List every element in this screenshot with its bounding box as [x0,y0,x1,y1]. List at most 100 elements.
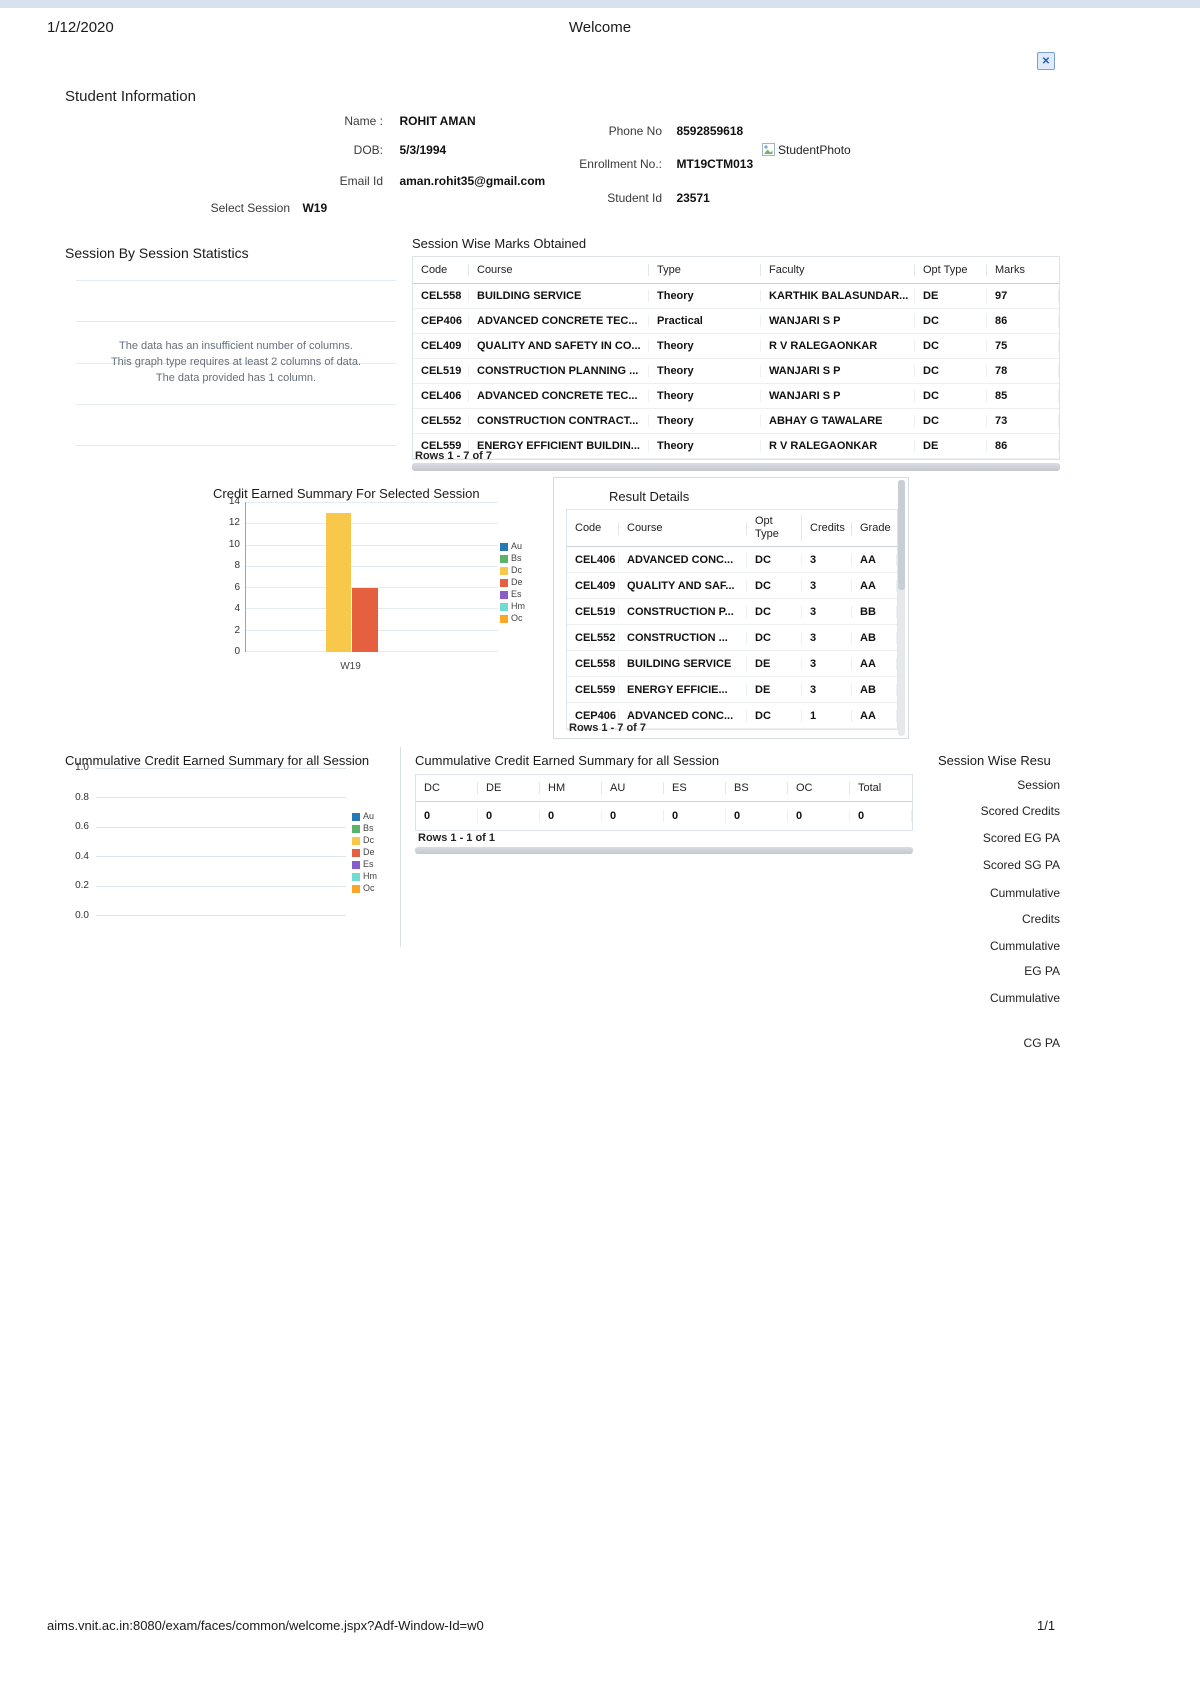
session-result-label: Scored SG PA [982,858,1060,872]
table-cell: CEL519 [567,605,619,618]
column-header: ES [664,782,726,794]
table-cell: 0 [602,810,664,822]
column-header: DE [478,782,540,794]
column-header: Total [858,782,882,794]
y-tick: 0.0 [75,909,89,921]
student-photo-placeholder: StudentPhoto [762,143,851,157]
close-button[interactable]: ✕ [1037,52,1055,70]
gridlines [76,280,396,446]
select-session-label: Select Session [210,201,290,215]
scrollbar-thumb [898,480,905,590]
legend-label: Oc [363,883,375,893]
table-cell: CEL519 [413,365,469,377]
table-cell: 0 [416,810,478,822]
gridline [76,280,396,281]
session-result-label: Credits [1021,912,1060,926]
legend-label: De [363,847,375,857]
legend-label: Es [511,589,522,599]
y-tick: 0.2 [75,880,89,892]
chart-error-line: The data provided has 1 column. [155,372,317,384]
legend-label: De [511,577,523,587]
gridline [96,768,346,769]
table-cell: DC [915,365,987,377]
table-row: CEL409 QUALITY AND SAF... DC 3 AA [567,573,897,599]
table-cell: 0 [850,810,912,822]
legend-label: Hm [363,871,377,881]
legend-item: Oc [500,614,525,623]
session-result-label: Session [1017,778,1060,792]
horizontal-scrollbar[interactable] [412,463,1060,471]
table-row: CEL406 ADVANCED CONCRETE TEC... Theory W… [413,384,1059,409]
email-value: aman.rohit35@gmail.com [399,174,546,188]
footer-page-number: 1/1 [1037,1618,1056,1633]
table-cell: CEL558 [413,290,469,302]
table-cell: AA [852,553,897,566]
cumulative-chart: 1.0 0.8 0.6 0.4 0.2 0.0 [63,763,346,921]
plot [245,502,498,652]
y-tick: 6 [234,581,240,593]
legend-item: Bs [352,824,377,833]
table-cell: AA [852,657,897,670]
session-result-label: CG PA [1023,1036,1060,1050]
table-cell: 0 [540,810,602,822]
dob-value: 5/3/1994 [399,143,447,157]
table-cell: 3 [802,579,852,592]
table-row: CEP406 ADVANCED CONCRETE TEC... Practica… [413,309,1059,334]
cumulative-table-row-count: Rows 1 - 1 of 1 [418,832,496,844]
email-label: Email Id [339,174,383,188]
column-header: AU [602,782,664,794]
email-row: Email Id aman.rohit35@gmail.com [213,172,546,190]
table-cell: ADVANCED CONCRETE TEC... [469,315,649,327]
phone-label: Phone No [608,124,662,138]
legend-label: Hm [511,601,525,611]
table-cell: ABHAY G TAWALARE [761,415,915,427]
table-cell: Practical [649,315,761,327]
dob-row: DOB: 5/3/1994 [213,141,447,159]
table-cell: BUILDING SERVICE [619,657,747,670]
table-cell: 3 [802,683,852,696]
legend-label: Es [363,859,374,869]
column-header: DC [416,782,478,794]
legend-swatch [352,848,360,857]
y-tick: 2 [234,624,240,636]
legend-swatch [352,836,360,845]
gridline [76,362,396,364]
table-cell: BB [852,605,897,618]
legend-swatch [352,812,360,821]
marks-table: Code Course Type Faculty Opt Type Marks … [412,256,1060,460]
vertical-scrollbar[interactable] [898,480,905,736]
credit-chart-legend: Au Bs Dc De Es Hm Oc [500,542,525,626]
gridline [76,403,396,405]
table-cell: WANJARI S P [761,365,915,377]
table-cell: 3 [802,657,852,670]
table-row: 0 0 0 0 0 0 0 0 [416,802,912,830]
print-date: 1/12/2020 [47,19,114,36]
result-details-row-count: Rows 1 - 7 of 7 [569,722,647,734]
column-header: Type [649,264,761,276]
enrollment-row: Enrollment No.: MT19CTM013 [512,155,753,173]
legend-item: Dc [352,836,377,845]
y-tick: 0.4 [75,850,89,862]
legend-item: Es [352,860,377,869]
column-header: Course [619,521,747,535]
legend-swatch [352,860,360,869]
session-stats-chart: The data has an insufficient number of c… [76,280,396,446]
enrollment-value: MT19CTM013 [676,157,754,171]
close-icon: ✕ [1041,55,1051,67]
table-cell: AA [852,579,897,592]
legend-label: Dc [511,565,522,575]
gridlines [96,768,346,916]
legend-swatch [500,590,508,599]
table-cell: 1 [802,709,852,722]
table-cell: DC [915,415,987,427]
table-cell: Theory [649,415,761,427]
table-cell: DC [747,579,802,592]
phone-value: 8592859618 [676,124,744,138]
table-cell: CEL406 [567,553,619,566]
table-cell: 73 [987,415,1059,427]
footer-url: aims.vnit.ac.in:8080/exam/faces/common/w… [47,1618,484,1633]
y-tick: 0.6 [75,821,89,833]
horizontal-scrollbar[interactable] [415,847,913,854]
table-cell: CEL552 [413,415,469,427]
table-cell: WANJARI S P [761,315,915,327]
